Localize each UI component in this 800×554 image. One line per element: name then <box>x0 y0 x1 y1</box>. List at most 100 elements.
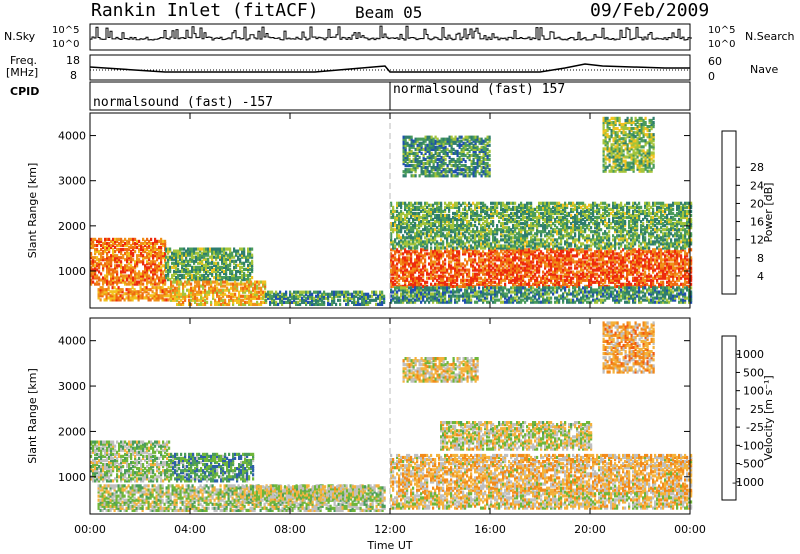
power-panel-cell <box>181 248 183 251</box>
power-panel-cell <box>188 289 190 292</box>
power-panel-cell <box>232 283 234 286</box>
power-panel-cell <box>331 291 333 294</box>
power-panel-cell <box>172 295 174 298</box>
power-panel-cell <box>181 252 183 255</box>
power-panel-cell <box>190 283 192 286</box>
power-panel-cell <box>166 288 168 291</box>
power-panel-cell <box>452 267 454 270</box>
power-panel-cell <box>454 254 456 257</box>
power-panel-cell <box>233 266 235 269</box>
power-panel-cell <box>416 277 418 280</box>
power-panel-cell <box>146 246 148 249</box>
power-panel-cell <box>398 250 400 253</box>
power-panel-cell <box>291 293 293 296</box>
power-panel-cell <box>232 293 234 296</box>
power-panel-cell <box>92 256 94 259</box>
power-panel-cell <box>246 295 248 298</box>
power-panel-cell <box>323 301 325 304</box>
power-panel-cell <box>217 248 219 251</box>
power-panel-cell <box>428 256 430 259</box>
power-panel-cell <box>154 260 156 263</box>
power-panel-cell <box>214 281 216 284</box>
power-panel-cell <box>122 248 124 251</box>
power-panel-cell <box>162 294 164 297</box>
power-panel-cell <box>241 248 243 251</box>
power-panel-cell <box>434 283 436 286</box>
power-panel-band-0 <box>90 238 166 286</box>
power-panel-cell <box>138 281 140 284</box>
power-panel-cell <box>164 240 166 243</box>
power-panel-cell <box>371 295 373 298</box>
power-panel-cell <box>180 303 182 306</box>
power-panel-cell <box>460 279 462 282</box>
power-panel-cell <box>96 248 98 251</box>
power-panel-cell <box>150 246 152 249</box>
power-panel-cell <box>160 286 162 289</box>
power-panel-cell <box>219 272 221 275</box>
power-panel-cell <box>468 248 470 251</box>
power-panel-cell <box>347 291 349 294</box>
power-panel-cell <box>132 276 134 279</box>
power-panel-cell <box>309 291 311 294</box>
power-panel-cell <box>357 291 359 294</box>
power-panel-cell <box>240 281 242 284</box>
power-panel-cell <box>426 252 428 255</box>
power-panel-cell <box>396 262 398 265</box>
power-panel-cell <box>209 262 211 265</box>
power-panel-cell <box>124 252 126 255</box>
power-panel-cell <box>130 288 132 291</box>
power-panel-cell <box>130 296 132 299</box>
power-panel-cell <box>184 281 186 284</box>
power-panel-cell <box>114 246 116 249</box>
power-panel-cell <box>226 281 228 284</box>
power-panel-cell <box>203 248 205 251</box>
power-panel-cell <box>132 286 134 289</box>
power-panel-cell <box>102 242 104 245</box>
power-panel-cell <box>122 288 124 291</box>
power-panel-cell <box>124 242 126 245</box>
power-panel-cell <box>179 274 181 277</box>
power-panel-cell <box>227 276 229 279</box>
power-panel-cell <box>254 281 256 284</box>
power-panel-cell <box>295 301 297 304</box>
power-panel-cell <box>214 285 216 288</box>
power-panel-cell <box>460 269 462 272</box>
power-panel-cell <box>468 279 470 282</box>
power-panel-cell <box>140 272 142 275</box>
power-panel-cell <box>154 292 156 295</box>
power-panel-cell <box>114 250 116 253</box>
power-panel-cell <box>118 256 120 259</box>
power-panel-band-2 <box>98 286 172 301</box>
power-panel-cell <box>124 292 126 295</box>
power-panel-cell <box>104 238 106 241</box>
power-panel-cell <box>201 274 203 277</box>
power-panel-cell <box>242 287 244 290</box>
power-panel-cell <box>116 270 118 273</box>
power-panel-cell <box>234 299 236 302</box>
power-panel-cell <box>450 275 452 278</box>
power-panel-cell <box>418 275 420 278</box>
power-panel-cell <box>150 260 152 263</box>
power-panel-cell <box>235 270 237 273</box>
power-panel-cell <box>426 269 428 272</box>
power-panel-cell <box>260 297 262 300</box>
power-panel-cell <box>222 285 224 288</box>
power-panel-cell <box>258 303 260 306</box>
power-panel-cell <box>222 281 224 284</box>
power-panel-cell <box>256 301 258 304</box>
power-panel-cell <box>108 292 110 295</box>
power-panel-cell <box>110 254 112 257</box>
power-panel-cell <box>404 256 406 259</box>
power-panel-band-5 <box>390 248 692 288</box>
power-panel-cell <box>398 275 400 278</box>
power-panel-cell <box>215 248 217 251</box>
power-panel-cell <box>146 286 148 289</box>
power-panel-cell <box>138 290 140 293</box>
power-panel-cell <box>242 295 244 298</box>
power-panel-cell <box>219 256 221 259</box>
power-panel-cell <box>152 294 154 297</box>
power-panel-cell <box>275 291 277 294</box>
power-panel-cell <box>120 278 122 281</box>
power-panel-cell <box>402 271 404 274</box>
power-panel-cell <box>436 271 438 274</box>
